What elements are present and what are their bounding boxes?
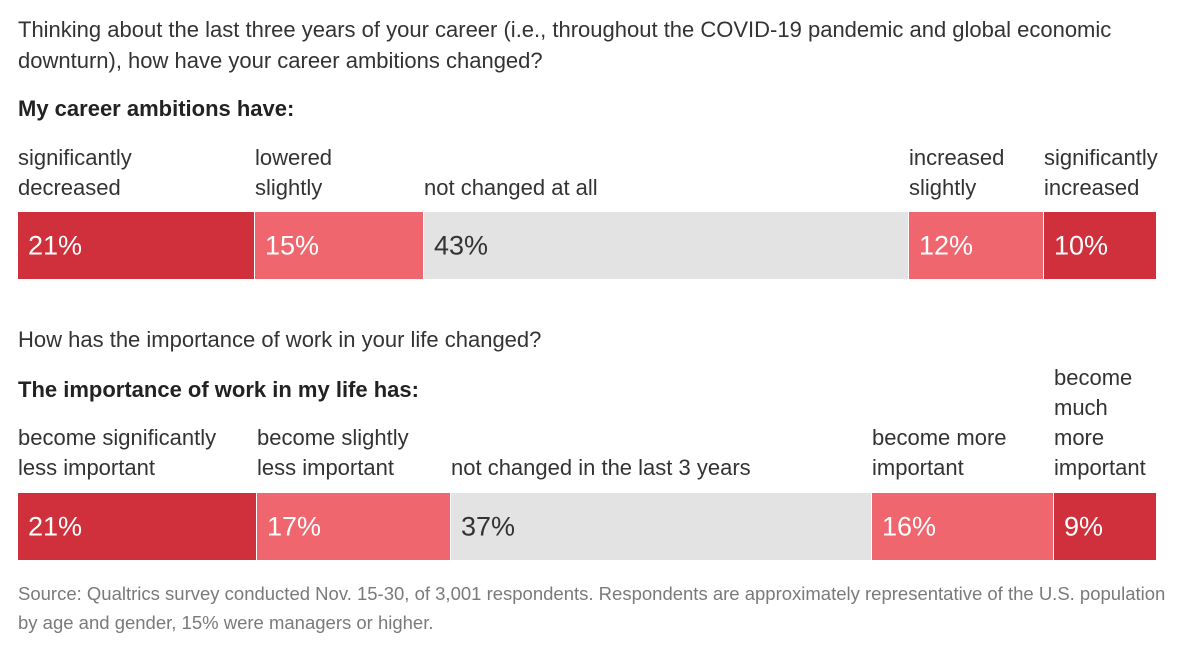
bar-value-label: 15% <box>265 230 320 260</box>
chart2-heading: The importance of work in my life has: <box>18 377 419 402</box>
category-label: become much more important <box>1054 365 1146 480</box>
category-label: become significantly less important <box>18 425 217 480</box>
bar-value-label: 43% <box>434 230 489 260</box>
bar-segment-4: 16% <box>872 493 1054 560</box>
bar-segment-1: 21% <box>18 212 255 279</box>
chart2-category-labels: become significantly less important becom… <box>18 365 1157 483</box>
category-label: become slightly less important <box>257 425 409 480</box>
category-label: lowered slightly <box>255 145 333 200</box>
category-label: not changed in the last 3 years <box>451 455 751 480</box>
chart1-stacked-bar: 21% 15% 43% 12% 10% <box>18 212 1157 279</box>
bar-value-label: 9% <box>1064 511 1104 541</box>
category-label: significantly decreased <box>18 145 132 200</box>
bar-value-label: 37% <box>461 511 516 541</box>
category-label: become more important <box>872 425 1007 480</box>
bar-segment-2: 17% <box>257 493 451 560</box>
bar-value-label: 17% <box>267 511 322 541</box>
bar-segment-2: 15% <box>255 212 424 279</box>
chart-intro-question: Thinking about the last three years of y… <box>18 17 1112 73</box>
category-label: increased slightly <box>909 145 1005 200</box>
bar-segment-5: 9% <box>1054 493 1157 560</box>
bar-segment-5: 10% <box>1044 212 1157 279</box>
category-label: significantly increased <box>1044 145 1158 200</box>
bar-segment-1: 21% <box>18 493 257 560</box>
bar-segment-3: 37% <box>451 493 872 560</box>
bar-segment-3: 43% <box>424 212 909 279</box>
source-note: Source: Qualtrics survey conducted Nov. … <box>18 583 1166 633</box>
chart2-stacked-bar: 21% 17% 37% 16% 9% <box>18 493 1157 560</box>
chart2-question: How has the importance of work in your l… <box>18 327 542 352</box>
bar-value-label: 21% <box>28 230 83 260</box>
bar-value-label: 12% <box>919 230 974 260</box>
bar-value-label: 21% <box>28 511 83 541</box>
bar-segment-4: 12% <box>909 212 1044 279</box>
bar-value-label: 16% <box>882 511 937 541</box>
category-label: not changed at all <box>424 175 598 200</box>
chart1-category-labels: significantly decreased lowered slightly n… <box>18 113 1158 203</box>
chart1-heading: My career ambitions have: <box>18 96 295 121</box>
bar-value-label: 10% <box>1054 230 1109 260</box>
